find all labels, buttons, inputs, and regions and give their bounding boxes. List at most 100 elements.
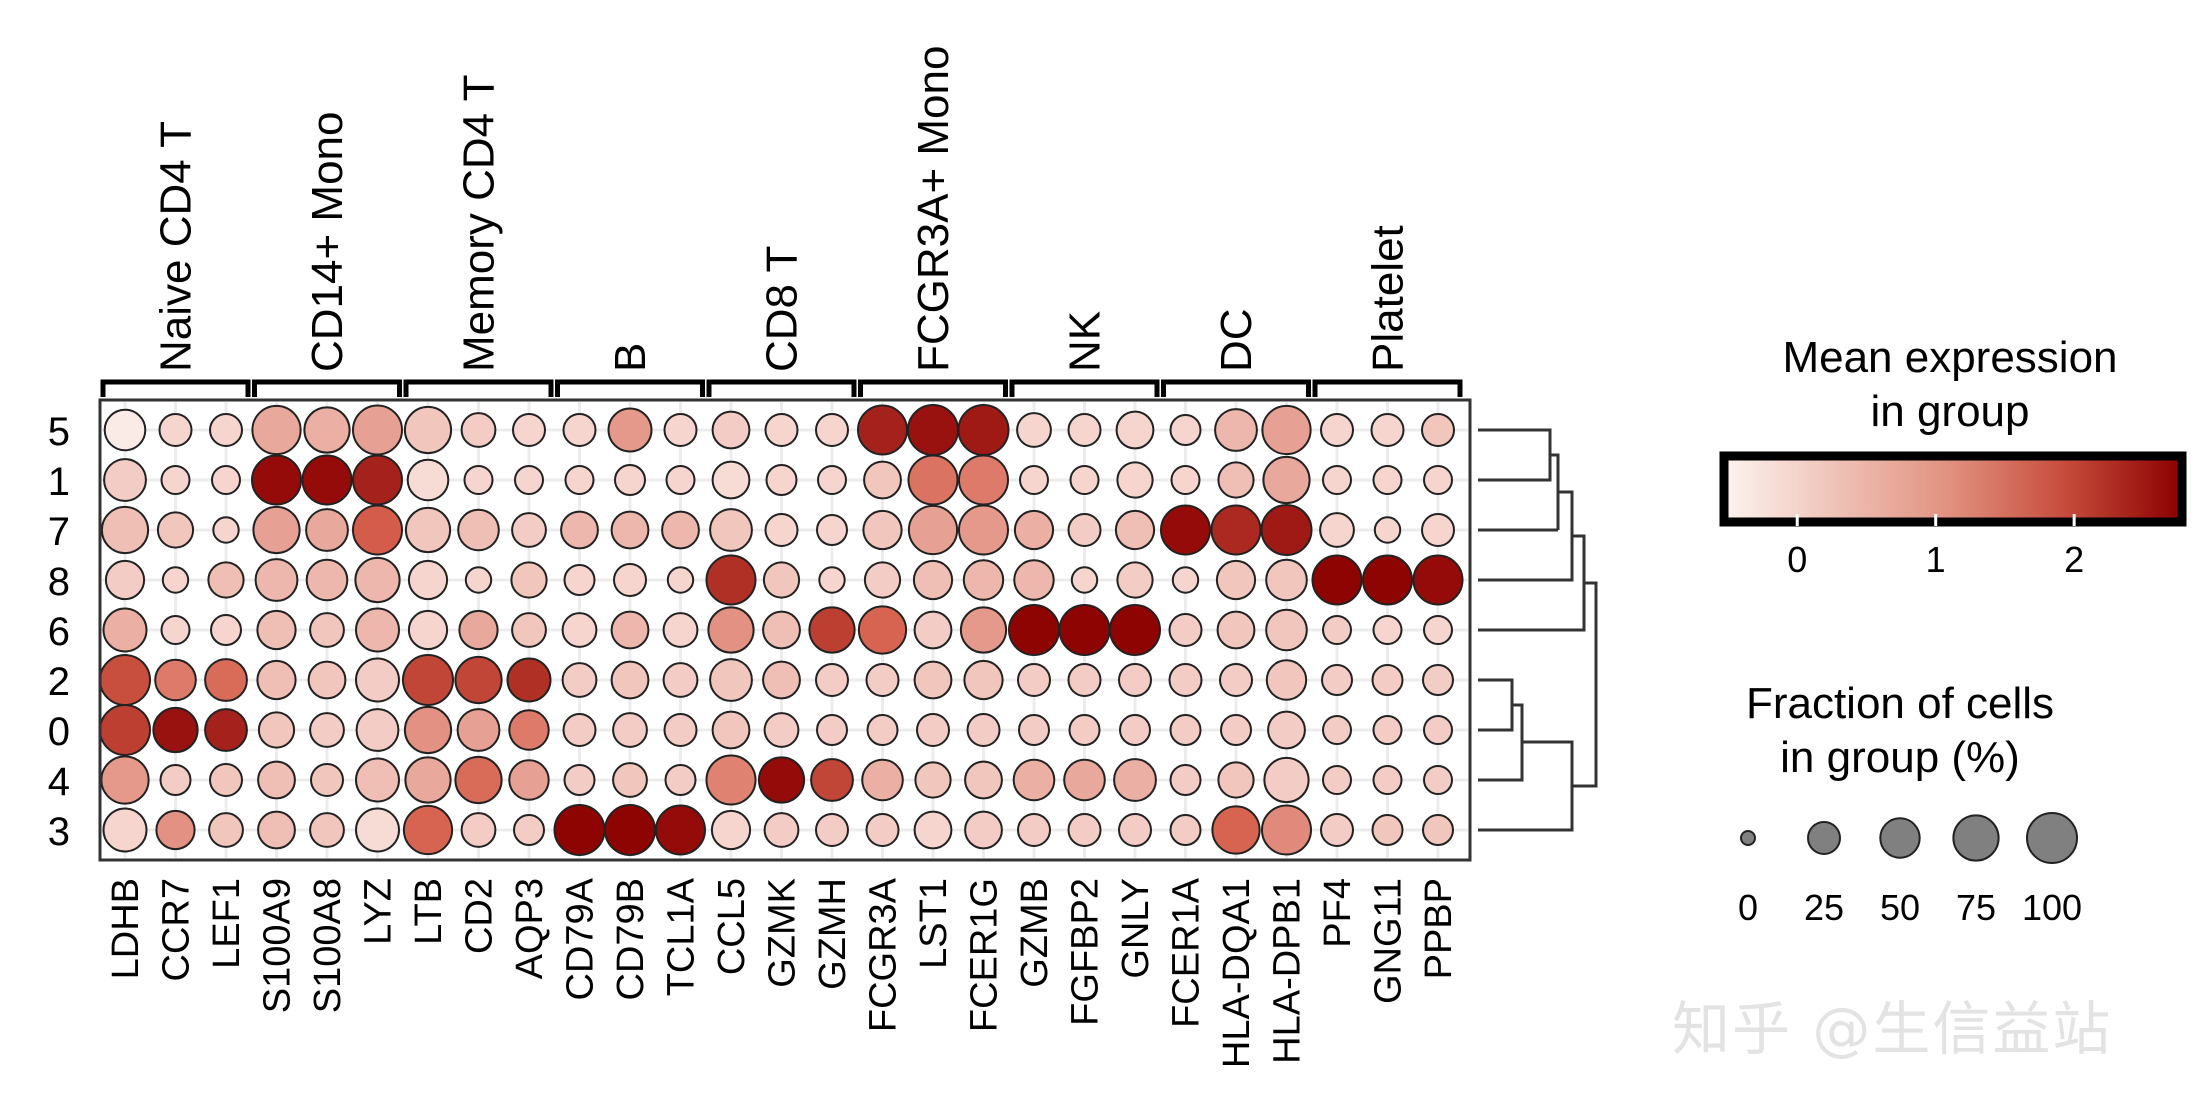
column-label: CD2 — [459, 878, 501, 954]
dot — [1422, 814, 1454, 846]
column-label: FCGR3A — [863, 877, 905, 1032]
dot — [99, 704, 151, 756]
dot — [301, 454, 353, 506]
dot — [662, 612, 699, 648]
dot — [1262, 455, 1311, 505]
dot — [862, 509, 903, 551]
size-legend-label: 75 — [1956, 887, 1996, 928]
group-label: Naive CD4 T — [152, 121, 201, 372]
column-label: LYZ — [358, 878, 400, 945]
dot — [407, 559, 449, 601]
group-label: Platelet — [1364, 225, 1413, 372]
dot — [1321, 664, 1353, 696]
dot — [1423, 765, 1453, 795]
dot — [100, 505, 150, 555]
row-label: 8 — [48, 560, 70, 604]
dot — [102, 607, 148, 653]
dot — [612, 762, 648, 798]
dot — [863, 561, 902, 599]
dot — [355, 757, 400, 803]
dot — [707, 606, 755, 654]
column-label: FCER1G — [964, 878, 1006, 1032]
dot — [663, 413, 698, 447]
dot — [958, 504, 1009, 556]
colorbar-title-line2: in group — [1870, 387, 2029, 436]
group-label: CD8 T — [758, 246, 807, 372]
dot — [857, 605, 908, 655]
dot — [1421, 413, 1455, 447]
dot — [402, 654, 454, 706]
dot — [508, 709, 550, 751]
dendrogram-path — [1478, 703, 1524, 782]
column-label: CCL5 — [711, 878, 753, 975]
dot — [1216, 610, 1256, 650]
dot — [1260, 504, 1313, 556]
column-label: S100A8 — [307, 878, 349, 1013]
dendrogram-path — [1478, 534, 1586, 632]
dot — [1322, 615, 1352, 645]
dot — [152, 706, 199, 754]
dot — [1070, 566, 1099, 594]
dot — [510, 561, 548, 599]
dot — [1311, 554, 1363, 606]
dot — [1211, 805, 1261, 855]
dot — [257, 760, 296, 800]
column-label: S100A9 — [257, 878, 299, 1013]
group-bracket — [1161, 379, 1311, 397]
dot — [1423, 465, 1453, 495]
column-label: AQP3 — [509, 878, 551, 979]
colorbar-tick-label: 1 — [1926, 539, 1946, 580]
dot — [403, 705, 453, 755]
dot — [355, 607, 400, 653]
dot — [1372, 465, 1403, 495]
dot — [506, 657, 552, 703]
dot — [1170, 465, 1201, 495]
dot — [1109, 604, 1161, 656]
dot — [1423, 615, 1453, 645]
row-label: 0 — [48, 710, 70, 754]
dot — [1263, 756, 1310, 804]
dot — [662, 662, 699, 698]
dot — [1019, 465, 1049, 495]
dot — [907, 504, 959, 556]
dot — [254, 558, 299, 602]
dot — [1058, 604, 1111, 656]
dot — [305, 508, 349, 552]
column-label: TCL1A — [661, 877, 703, 996]
dot — [815, 413, 849, 447]
dot — [1261, 404, 1312, 456]
dot — [1362, 554, 1413, 606]
dot — [99, 654, 151, 706]
dot — [1118, 663, 1152, 697]
dot — [1265, 558, 1308, 602]
dot — [762, 561, 801, 599]
row-label: 6 — [48, 610, 70, 654]
dot — [711, 460, 751, 500]
size-legend-label: 50 — [1880, 887, 1920, 928]
dot — [303, 406, 351, 454]
dot — [207, 561, 245, 599]
dot — [1320, 813, 1354, 847]
dot — [765, 464, 798, 496]
dot — [966, 713, 1001, 747]
dot — [1012, 758, 1056, 802]
dot — [661, 510, 700, 550]
dot — [1008, 604, 1060, 656]
dot — [100, 755, 150, 805]
column-label: PF4 — [1317, 878, 1359, 948]
dot — [1219, 663, 1253, 697]
row-label: 2 — [48, 660, 70, 704]
dot — [1067, 813, 1102, 847]
dot — [763, 712, 800, 748]
dot — [857, 404, 908, 456]
dot — [610, 660, 650, 700]
size-legend-label: 25 — [1804, 887, 1844, 928]
dot — [305, 558, 349, 602]
dot — [1322, 465, 1352, 495]
dot — [156, 511, 195, 549]
group-brackets: Naive CD4 T CD14+ Mono Memory CD4 T B CD8 T F… — [100, 46, 1463, 397]
column-label: GNG11 — [1368, 878, 1410, 1004]
dot — [865, 663, 900, 697]
dot — [1017, 813, 1051, 847]
column-label: HLA-DPB1 — [1267, 878, 1309, 1064]
